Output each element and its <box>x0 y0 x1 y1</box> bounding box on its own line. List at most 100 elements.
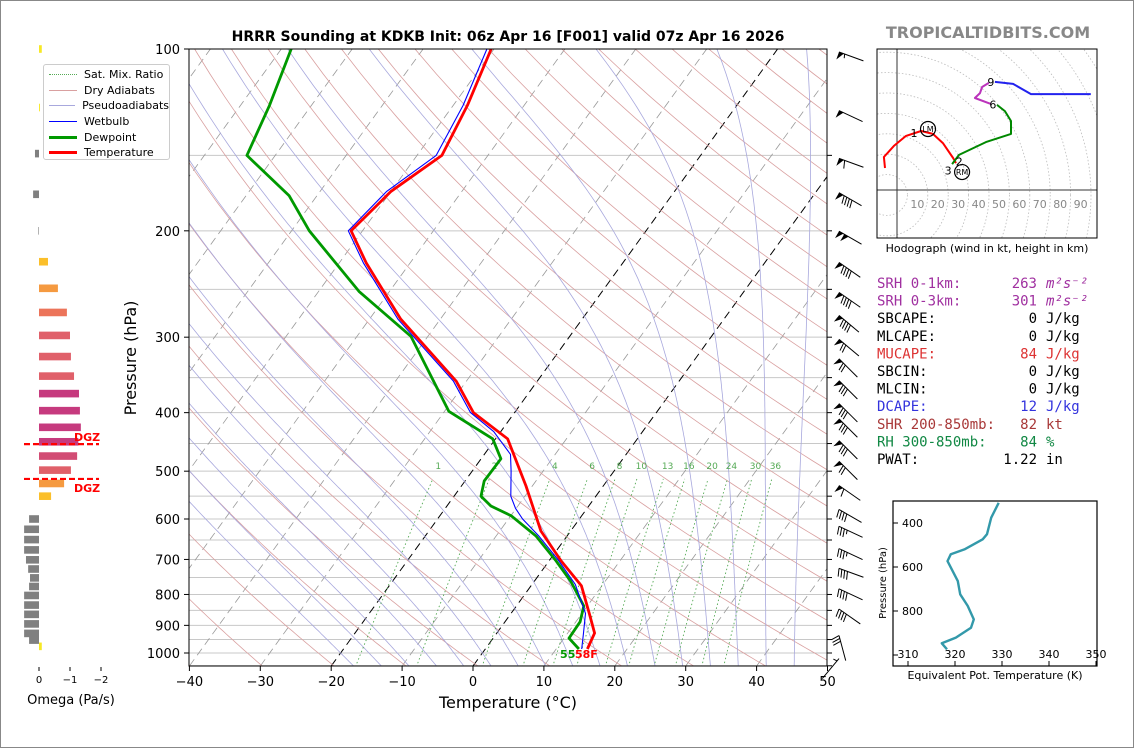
omega-bar <box>33 190 39 199</box>
barb-pennant <box>833 315 843 322</box>
theta-e-x-tick-label: 320 <box>945 648 966 661</box>
isotherm-line <box>543 274 827 666</box>
barb-full <box>846 198 850 207</box>
barb-staff <box>838 230 862 245</box>
pseudoadiabat <box>189 222 546 666</box>
omega-bar <box>25 556 39 564</box>
skewt-background-lines: 1 2 4 6 8 10 13 16 20 24 30 36 <box>189 49 827 666</box>
omega-bar <box>24 629 39 638</box>
barb-pennant <box>835 192 844 200</box>
index-row: PWAT: 1.22 in <box>877 452 1063 468</box>
mixing-ratio-label: 30 <box>750 462 762 472</box>
wind-barb <box>834 291 861 309</box>
pseudoadiabat <box>716 49 767 666</box>
theta-e-x-label: Equivalent Pot. Temperature (K) <box>907 669 1082 682</box>
barb-full <box>833 640 841 646</box>
barb-full <box>840 569 843 578</box>
omega-bar <box>39 372 75 380</box>
hodograph-tick-label: 60 <box>1012 198 1026 211</box>
barb-full <box>838 407 844 416</box>
x-tick-label: −40 <box>176 675 203 690</box>
barb-full <box>843 570 846 579</box>
barb-full <box>836 509 840 518</box>
legend-entry: Pseudoadiabats <box>44 98 169 114</box>
dgz-label: DGZ <box>74 431 100 444</box>
index-row: MLCAPE: 0 J/kg <box>877 329 1080 345</box>
dry-adiabat <box>189 598 263 666</box>
pseudoadiabat <box>222 49 628 666</box>
mixing-ratio-line <box>674 478 728 666</box>
barb-full <box>832 638 841 643</box>
omega-bar <box>34 149 39 158</box>
pseudoadiabat <box>368 49 684 666</box>
y-tick-label: 1000 <box>147 647 180 662</box>
barb-pennant <box>835 110 844 118</box>
hodograph-tick-label: 30 <box>951 198 965 211</box>
index-value: 263 <box>1012 276 1037 292</box>
dry-adiabat <box>524 49 827 300</box>
omega-tick-label: 0 <box>36 675 42 686</box>
storm-motion-marker <box>953 163 971 181</box>
isotherm-line <box>189 49 495 472</box>
y-tick-label: 400 <box>155 407 180 422</box>
pseudoadiabat <box>471 49 711 666</box>
barb-full <box>839 589 843 599</box>
barb-full <box>842 528 845 538</box>
speed-ring <box>958 49 1051 238</box>
height-label: 1 <box>911 127 918 140</box>
index-value: 82 <box>1020 417 1037 433</box>
omega-bar <box>39 423 81 432</box>
index-value: 0 <box>1029 364 1037 380</box>
legend-entry: Sat. Mix. Ratio <box>44 67 169 83</box>
wind-barb <box>834 485 861 501</box>
index-row: RH 300-850mb: 84% <box>877 434 1055 450</box>
barb-full <box>840 295 845 304</box>
height-label: 6 <box>989 98 996 111</box>
index-unit: J/kg <box>1046 346 1080 362</box>
omega-bar <box>39 257 48 266</box>
omega-bar <box>24 591 39 600</box>
skewt-axes: −40 −30 −20 −10 0 10 20 30 40 50 100 200 300 400 500 60… <box>147 43 836 690</box>
barb-staff <box>821 658 840 679</box>
barb-full <box>840 386 846 395</box>
legend-label: Sat. Mix. Ratio <box>84 68 164 82</box>
wind-barb <box>836 525 863 538</box>
omega-bar <box>39 466 71 474</box>
dry-adiabat <box>189 100 827 661</box>
wind-barb <box>835 192 862 209</box>
legend-label: Wetbulb <box>84 115 130 129</box>
index-value: 0 <box>1029 311 1037 327</box>
pseudoadiabat <box>189 364 465 666</box>
barb-pennant <box>833 418 843 425</box>
index-label: DCAPE: <box>877 399 928 415</box>
mixing-ratio-line <box>604 478 664 666</box>
barb-full <box>842 427 848 435</box>
hodograph-trace <box>882 130 957 169</box>
omega-bar <box>39 308 67 317</box>
wind-barb <box>836 157 864 169</box>
wind-barb <box>833 338 860 357</box>
barb-full <box>840 265 845 274</box>
legend-swatch <box>49 121 77 123</box>
dry-adiabat <box>189 284 622 666</box>
index-label: MLCAPE: <box>877 329 936 345</box>
x-tick-label: 0 <box>469 675 477 690</box>
height-label: 9 <box>987 76 994 89</box>
mixing-ratio-line <box>628 478 686 666</box>
hodograph-trace <box>973 82 992 105</box>
isotherm-line <box>401 78 827 666</box>
index-label: MLCIN: <box>877 382 928 398</box>
barb-pennant <box>836 52 844 60</box>
mixing-ratio-label: 1 <box>435 462 441 472</box>
omega-bar <box>24 601 39 609</box>
omega-bar <box>39 452 78 460</box>
barb-staff <box>838 548 863 561</box>
x-tick-label: −10 <box>388 675 415 690</box>
mixing-ratio-label: 4 <box>552 462 558 472</box>
surface-temperature-label: 58F <box>575 648 598 661</box>
dry-adiabat <box>451 49 827 366</box>
theta-e-panel: 310 320 330 340 350 400 600 800 <box>892 500 1107 667</box>
barb-full <box>836 548 840 557</box>
wind-barb <box>836 588 863 601</box>
omega-axis-label: Omega (Pa/s) <box>27 693 115 708</box>
